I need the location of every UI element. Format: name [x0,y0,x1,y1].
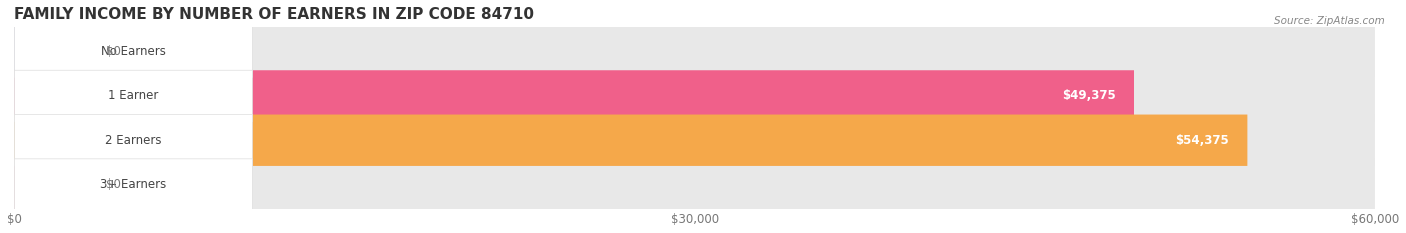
Text: 2 Earners: 2 Earners [105,134,162,147]
Text: $0: $0 [105,45,121,58]
FancyBboxPatch shape [14,70,1135,122]
FancyBboxPatch shape [14,115,1375,166]
FancyBboxPatch shape [14,26,253,77]
FancyBboxPatch shape [14,159,253,210]
FancyBboxPatch shape [14,159,1375,210]
FancyBboxPatch shape [14,115,1247,166]
Text: $0: $0 [105,178,121,191]
Text: 1 Earner: 1 Earner [108,89,159,103]
Text: FAMILY INCOME BY NUMBER OF EARNERS IN ZIP CODE 84710: FAMILY INCOME BY NUMBER OF EARNERS IN ZI… [14,7,534,22]
Text: 3+ Earners: 3+ Earners [100,178,166,191]
FancyBboxPatch shape [14,70,1375,122]
Text: Source: ZipAtlas.com: Source: ZipAtlas.com [1274,16,1385,26]
FancyBboxPatch shape [14,26,1375,77]
Text: $49,375: $49,375 [1062,89,1116,103]
FancyBboxPatch shape [14,26,89,77]
FancyBboxPatch shape [14,115,253,166]
FancyBboxPatch shape [14,159,89,210]
Text: $54,375: $54,375 [1175,134,1229,147]
Text: No Earners: No Earners [101,45,166,58]
FancyBboxPatch shape [14,70,253,122]
